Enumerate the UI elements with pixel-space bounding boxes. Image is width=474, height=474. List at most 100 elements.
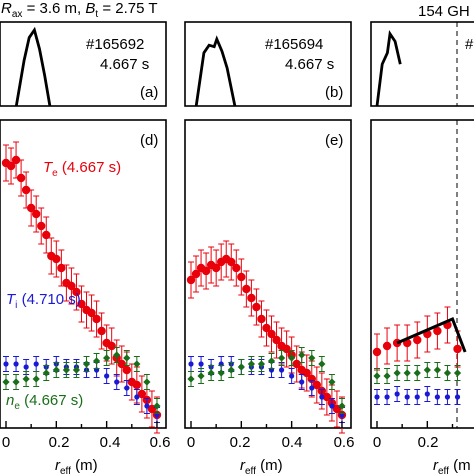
- point-ne: [72, 366, 81, 374]
- point-ne: [143, 378, 151, 386]
- point-ti: [289, 373, 295, 379]
- point-ti: [188, 361, 194, 367]
- panel-b-letter: (b): [325, 84, 343, 101]
- point-ti: [404, 394, 410, 400]
- tick-label-d-1: 0.2: [49, 434, 70, 451]
- point-ne: [52, 366, 60, 374]
- point-te: [272, 335, 281, 345]
- point-te: [267, 329, 276, 339]
- x-axis-label-d: reff (m): [55, 457, 98, 474]
- point-ne: [82, 360, 91, 368]
- point-ne: [207, 369, 215, 377]
- point-ne: [62, 366, 70, 374]
- point-te: [6, 161, 16, 171]
- point-ne: [267, 357, 276, 365]
- point-ti: [33, 361, 39, 367]
- point-te: [282, 344, 291, 354]
- point-te: [31, 209, 41, 219]
- x-axis-ticks: [5, 421, 454, 428]
- point-ne: [277, 354, 286, 362]
- point-ti: [13, 361, 19, 367]
- point-ti: [384, 394, 390, 400]
- point-te: [252, 302, 261, 312]
- point-ne: [308, 354, 316, 362]
- point-te: [372, 347, 382, 357]
- point-ne: [32, 375, 40, 383]
- legend-ti: Ti (4.710 s): [6, 291, 81, 311]
- point-ti: [144, 403, 150, 409]
- panel-e: (e): [184, 119, 352, 434]
- point-ne: [113, 351, 121, 359]
- panel-e-marks: [186, 240, 347, 434]
- point-te: [107, 341, 116, 351]
- panel-b-frame: [184, 21, 352, 107]
- point-te: [137, 389, 147, 399]
- point-ti: [299, 379, 305, 385]
- point-ti: [434, 394, 440, 400]
- point-ti: [329, 403, 335, 409]
- point-ti: [444, 394, 451, 400]
- panel-b-line: [194, 35, 237, 107]
- tick-label-f-1: 0.2: [418, 434, 439, 451]
- point-te: [132, 380, 142, 390]
- point-ne: [92, 357, 101, 365]
- point-te: [382, 341, 392, 351]
- point-te: [117, 359, 126, 369]
- panel-c-frame: [370, 21, 474, 107]
- tick-label-d-3: 0.6: [150, 434, 171, 451]
- point-ne: [187, 375, 195, 383]
- point-ti: [374, 394, 380, 400]
- tick-label-e-1: 0.2: [230, 434, 251, 451]
- panel-b-time: 4.667 s: [285, 56, 334, 73]
- point-ti: [424, 391, 430, 397]
- point-ti: [394, 391, 400, 397]
- point-te: [453, 344, 462, 354]
- point-ne: [383, 372, 391, 380]
- point-te: [186, 275, 196, 285]
- panel-e-frame: [184, 119, 352, 429]
- panel-a-time: 4.667 s: [100, 56, 149, 73]
- point-ne: [403, 369, 411, 377]
- point-ti: [278, 367, 285, 373]
- point-ne: [153, 402, 161, 410]
- x-axis-label-e: reff (m): [240, 457, 283, 474]
- panel-d-letter: (d): [140, 132, 158, 149]
- tick-label-e-2: 0.4: [282, 434, 303, 451]
- panel-d-frame: [0, 119, 167, 429]
- point-ne: [288, 354, 296, 362]
- point-te: [191, 269, 201, 279]
- panel-f: [370, 119, 474, 429]
- panel-e-letter: (e): [325, 132, 343, 149]
- point-ne: [433, 366, 441, 374]
- point-te: [52, 254, 61, 264]
- panel-a: #165692 4.667 s (a): [0, 21, 167, 107]
- tick-label-f-0: 0: [373, 434, 381, 451]
- point-te: [77, 299, 86, 309]
- point-ti: [454, 394, 461, 400]
- point-te: [21, 185, 31, 195]
- panel-b-shot: #165694: [265, 36, 323, 53]
- point-ne: [413, 369, 421, 377]
- point-te: [97, 326, 106, 336]
- point-te: [302, 368, 311, 378]
- point-ne: [443, 369, 452, 377]
- point-ne: [123, 354, 131, 362]
- point-ne: [298, 351, 306, 359]
- panel-a-line: [14, 26, 52, 107]
- tick-label-d-0: 0: [2, 434, 10, 451]
- point-te: [37, 221, 46, 231]
- point-ne: [373, 372, 381, 380]
- point-ne: [197, 372, 205, 380]
- point-te: [67, 281, 76, 291]
- point-te: [122, 365, 131, 375]
- point-te: [247, 293, 256, 303]
- tick-label-e-3: 0.6: [334, 434, 355, 451]
- point-ne: [328, 378, 336, 386]
- point-te: [237, 272, 246, 282]
- panel-d-marks: [1, 141, 162, 434]
- point-te: [227, 257, 236, 267]
- tick-label-d-2: 0.4: [100, 434, 121, 451]
- panel-f-fit-line: [396, 317, 467, 353]
- panel-d: (d) Te (4.667 s) Ti (4.710 s) ne (4.667 …: [0, 119, 167, 434]
- legend-te: Te (4.667 s): [43, 159, 121, 179]
